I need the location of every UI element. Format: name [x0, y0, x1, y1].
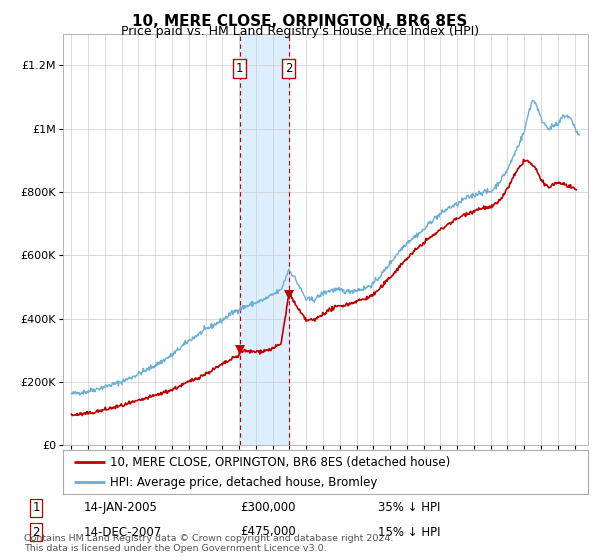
Text: Price paid vs. HM Land Registry's House Price Index (HPI): Price paid vs. HM Land Registry's House …	[121, 25, 479, 38]
Text: 14-DEC-2007: 14-DEC-2007	[84, 525, 162, 539]
Text: 2: 2	[285, 62, 293, 75]
Text: 1: 1	[236, 62, 244, 75]
Text: £475,000: £475,000	[240, 525, 296, 539]
Text: 15% ↓ HPI: 15% ↓ HPI	[378, 525, 440, 539]
Text: £300,000: £300,000	[240, 501, 296, 515]
Text: 10, MERE CLOSE, ORPINGTON, BR6 8ES: 10, MERE CLOSE, ORPINGTON, BR6 8ES	[133, 14, 467, 29]
Bar	[240, 34, 289, 445]
Text: 1: 1	[32, 501, 40, 515]
Text: 2: 2	[32, 525, 40, 539]
Text: HPI: Average price, detached house, Bromley: HPI: Average price, detached house, Brom…	[110, 475, 377, 489]
Text: 10, MERE CLOSE, ORPINGTON, BR6 8ES (detached house): 10, MERE CLOSE, ORPINGTON, BR6 8ES (deta…	[110, 455, 451, 469]
Text: 14-JAN-2005: 14-JAN-2005	[84, 501, 158, 515]
Text: Contains HM Land Registry data © Crown copyright and database right 2024.
This d: Contains HM Land Registry data © Crown c…	[24, 534, 394, 553]
Text: 35% ↓ HPI: 35% ↓ HPI	[378, 501, 440, 515]
